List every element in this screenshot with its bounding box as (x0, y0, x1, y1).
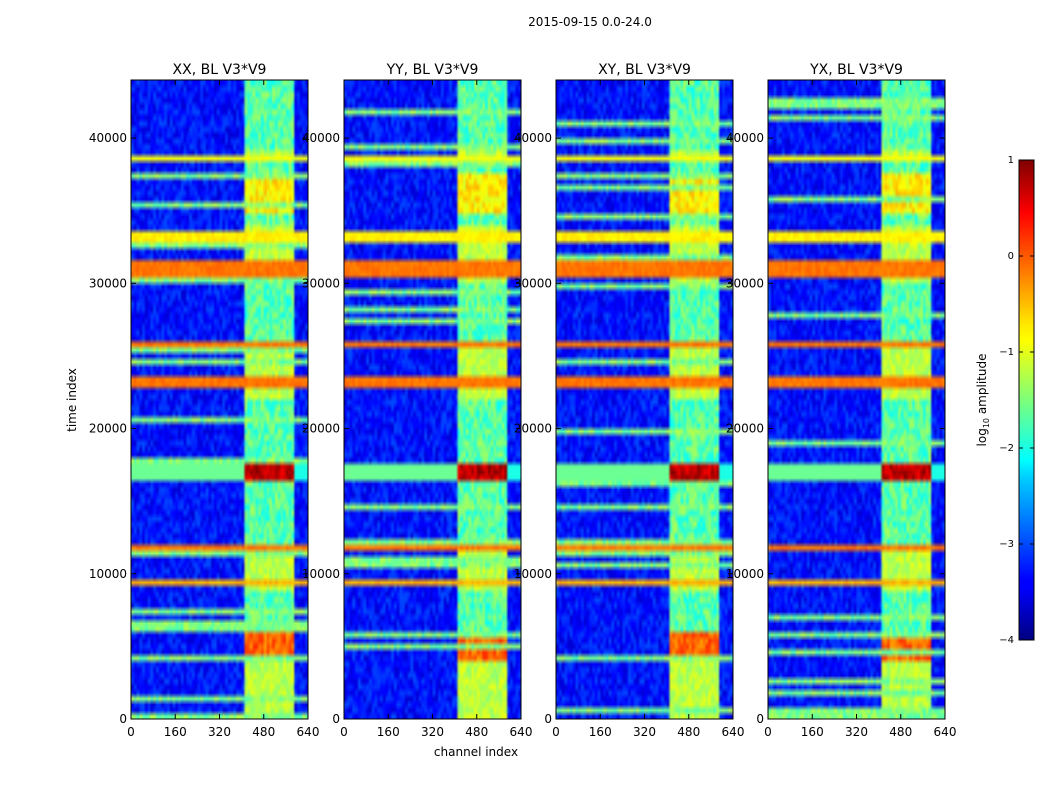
y-tick-label: 30000 (514, 276, 552, 290)
colorbar-tick-label: 0 (1008, 251, 1014, 262)
x-tick-label: 480 (252, 725, 275, 739)
x-tick-label: 320 (845, 725, 868, 739)
y-axis-label: time index (65, 368, 79, 432)
y-tick-label: 0 (332, 712, 340, 726)
x-tick-label: 640 (297, 725, 320, 739)
x-tick-label: 320 (208, 725, 231, 739)
x-tick-label: 320 (421, 725, 444, 739)
x-tick-label: 0 (340, 725, 348, 739)
y-tick-label: 20000 (89, 422, 127, 436)
heatmap-image (556, 80, 733, 719)
y-tick-label: 40000 (89, 131, 127, 145)
x-tick-label: 160 (589, 725, 612, 739)
y-tick-label: 0 (756, 712, 764, 726)
x-axis-label: channel index (434, 745, 518, 759)
panel-title: YY, BL V3*V9 (386, 62, 479, 78)
x-tick-label: 480 (889, 725, 912, 739)
y-tick-label: 10000 (514, 567, 552, 581)
y-tick-label: 10000 (726, 567, 764, 581)
heatmap-panel-xx: XX, BL V3*V9 0 160 320 480 640 0 10000 20000 3000… (89, 62, 320, 739)
y-tick-label: 40000 (302, 131, 340, 145)
colorbar-tick-label: −2 (999, 443, 1014, 454)
y-tick-label: 0 (119, 712, 127, 726)
y-tick-label: 10000 (89, 567, 127, 581)
colorbar-tick-label: −3 (999, 539, 1014, 550)
x-tick-label: 0 (552, 725, 560, 739)
y-tick-label: 40000 (514, 131, 552, 145)
heatmap-image (344, 80, 521, 719)
y-tick-label: 0 (544, 712, 552, 726)
panel-title: YX, BL V3*V9 (809, 62, 903, 78)
colorbar-label: log10 amplitude (975, 354, 991, 447)
y-tick-label: 20000 (726, 422, 764, 436)
heatmap-panels: XX, BL V3*V9 0 160 320 480 640 0 10000 20000 3000… (89, 62, 957, 739)
x-tick-label: 640 (510, 725, 533, 739)
heatmap-panel-yy: YY, BL V3*V9 0 160 320 480 640 0 10000 20000 3000… (302, 62, 533, 739)
x-tick-label: 0 (127, 725, 135, 739)
colorbar: 10−1−2−3−4 log10 amplitude (975, 155, 1035, 646)
y-tick-label: 20000 (514, 422, 552, 436)
x-tick-label: 480 (677, 725, 700, 739)
y-tick-label: 30000 (302, 276, 340, 290)
y-tick-label: 30000 (726, 276, 764, 290)
x-tick-label: 640 (934, 725, 957, 739)
heatmap-image (768, 80, 945, 719)
heatmap-panel-xy: XY, BL V3*V9 0 160 320 480 640 0 10000 20000 3000… (514, 62, 745, 739)
heatmap-panel-yx: YX, BL V3*V9 0 160 320 480 640 0 10000 20000 3000… (726, 62, 957, 739)
colorbar-label-rest: amplitude (975, 354, 989, 418)
x-tick-label: 640 (722, 725, 745, 739)
colorbar-bar (1018, 159, 1035, 641)
colorbar-tick-label: −4 (999, 635, 1014, 646)
colorbar-label-main: log (975, 428, 989, 446)
figure-suptitle: 2015-09-15 0.0-24.0 (528, 15, 652, 29)
colorbar-label-subscript: 10 (982, 418, 991, 428)
panel-title: XX, BL V3*V9 (173, 62, 267, 78)
y-tick-label: 40000 (726, 131, 764, 145)
x-tick-label: 160 (164, 725, 187, 739)
y-tick-label: 30000 (89, 276, 127, 290)
y-tick-label: 10000 (302, 567, 340, 581)
x-tick-label: 0 (764, 725, 772, 739)
x-tick-label: 320 (633, 725, 656, 739)
colorbar-tick-label: 1 (1008, 155, 1014, 166)
x-tick-label: 480 (465, 725, 488, 739)
x-tick-label: 160 (377, 725, 400, 739)
colorbar-tick-label: −1 (999, 347, 1014, 358)
x-tick-label: 160 (801, 725, 824, 739)
y-tick-label: 20000 (302, 422, 340, 436)
panel-title: XY, BL V3*V9 (598, 62, 691, 78)
heatmap-image (131, 80, 308, 719)
colorbar-ticks: 1 0 −1 −2 −3 −4 (999, 155, 1034, 646)
